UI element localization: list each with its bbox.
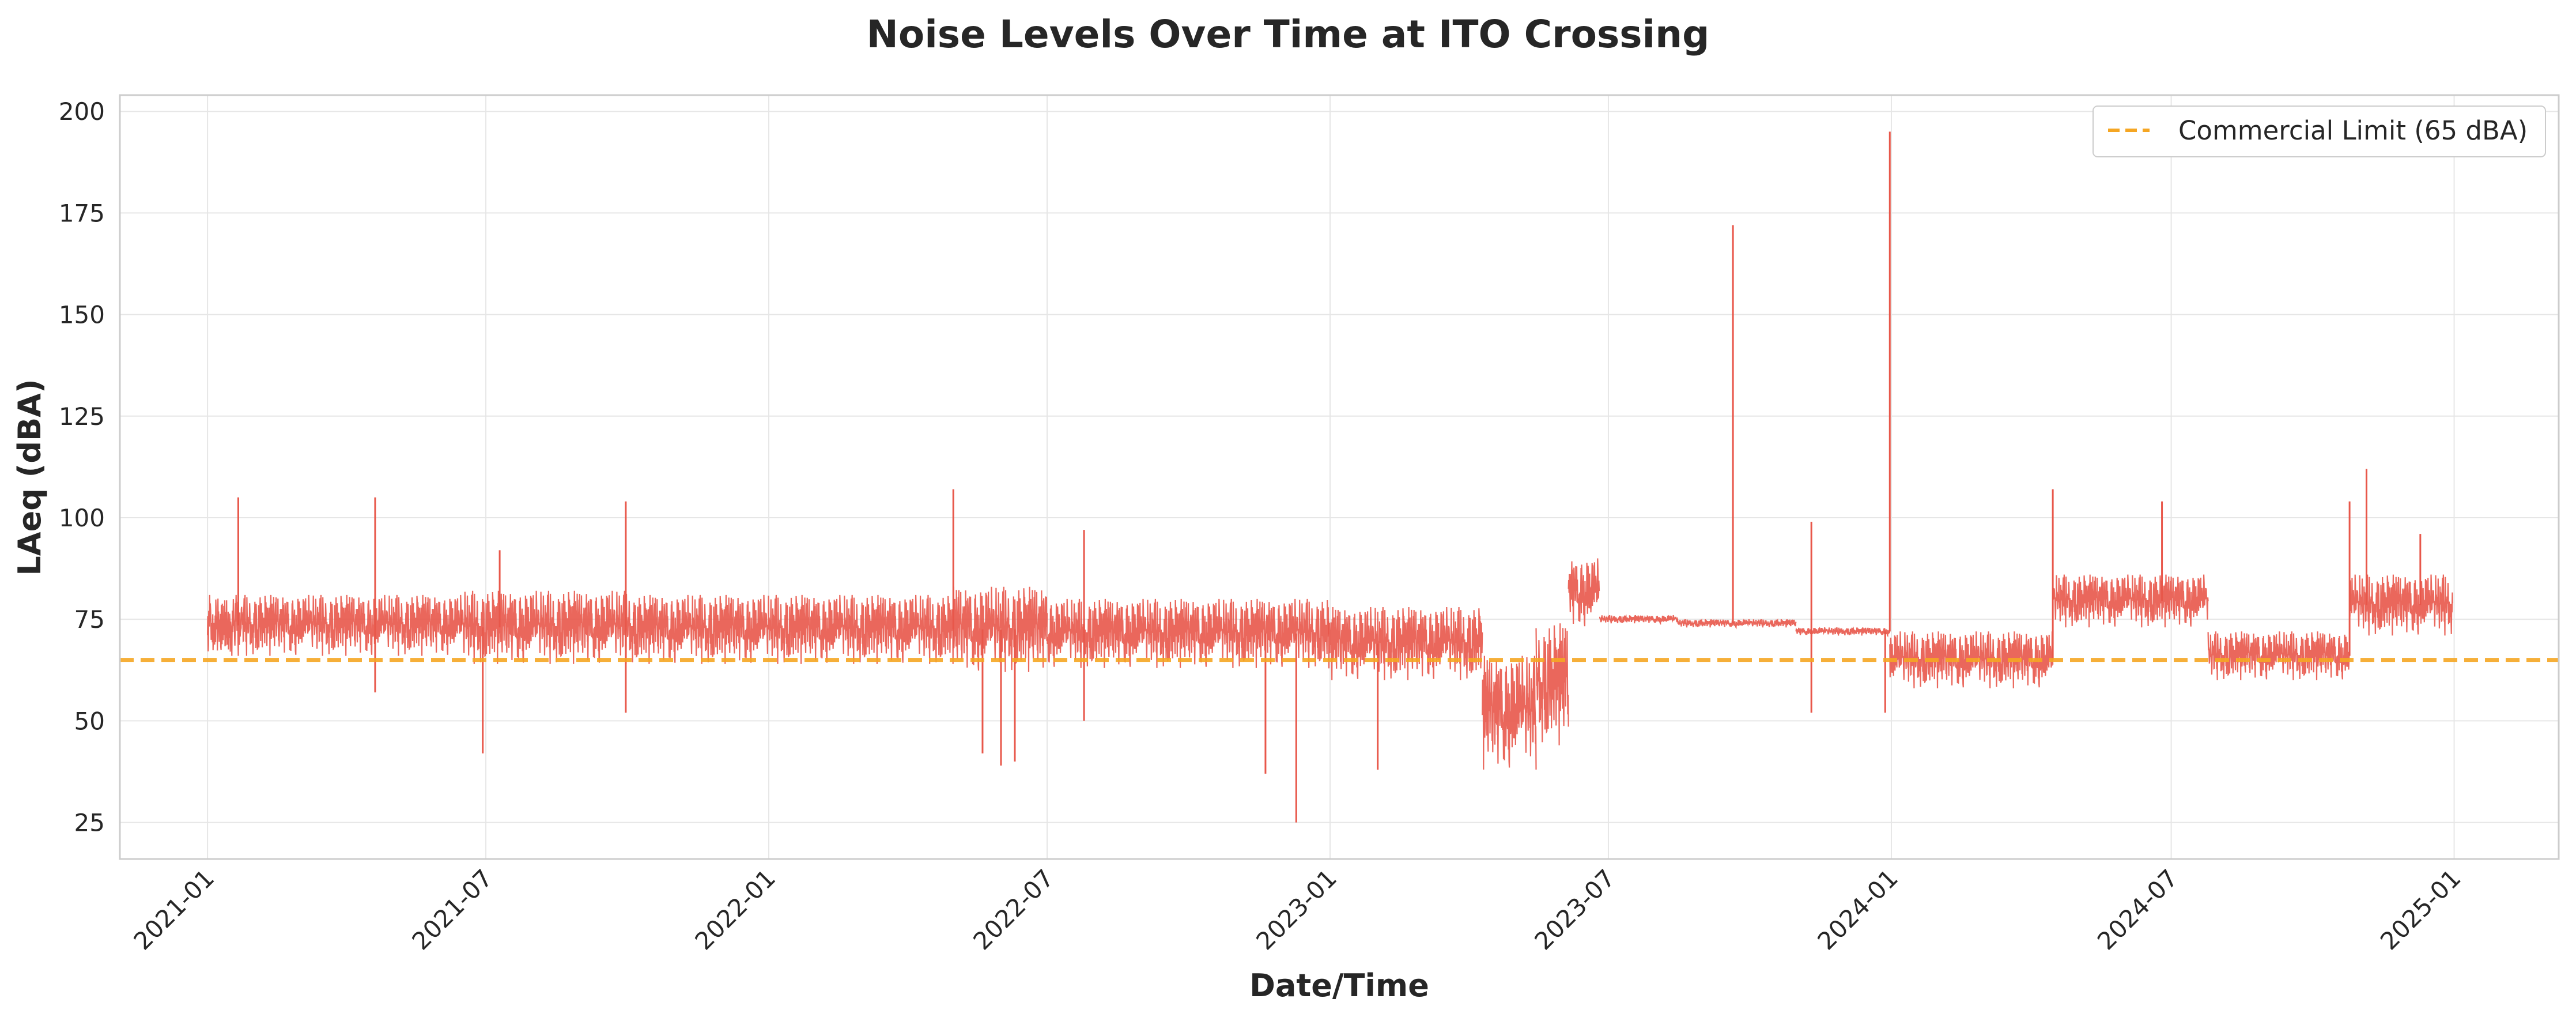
series-segment [1676,618,1797,630]
series-segment [633,594,954,664]
series-segment [207,594,462,656]
y-tick-label: 150 [59,301,105,329]
series-segment [1567,558,1600,627]
plot-frame [119,94,2560,860]
series-segment [1889,631,2054,689]
legend-box [2092,106,2546,157]
y-tick-label: 50 [74,707,105,735]
x-axis-label: Date/Time [1249,967,1429,1004]
y-tick-label: 75 [74,605,105,634]
chart-title: Noise Levels Over Time at ITO Crossing [867,12,1710,56]
y-axis-label: LAeq (dBA) [12,379,48,575]
x-grid [207,95,2455,859]
plot-area [120,95,2559,859]
series-segment [953,586,1048,672]
y-tick-label: 125 [59,402,105,431]
series-segment [2349,574,2453,636]
series-segment [1482,655,1537,770]
y-tick-labels: 25 50 75 100 125 150 175 200 [59,97,105,837]
y-tick-label: 200 [59,97,105,126]
legend-entry-commercial-limit: Commercial Limit (65 dBA) [2178,115,2528,146]
series-segment [1599,614,1678,626]
y-tick-label: 25 [74,809,105,837]
series-segment [1328,606,1483,680]
y-tick-label: 175 [59,199,105,227]
series-segment [1046,598,1329,668]
series-segment [2052,574,2209,628]
series-segment [2207,631,2350,680]
y-tick-label: 100 [59,504,105,532]
legend[interactable]: Commercial Limit (65 dBA) [2092,106,2546,157]
series-spikes [237,131,2422,823]
series-segment [460,590,634,664]
series-line [207,558,2453,770]
